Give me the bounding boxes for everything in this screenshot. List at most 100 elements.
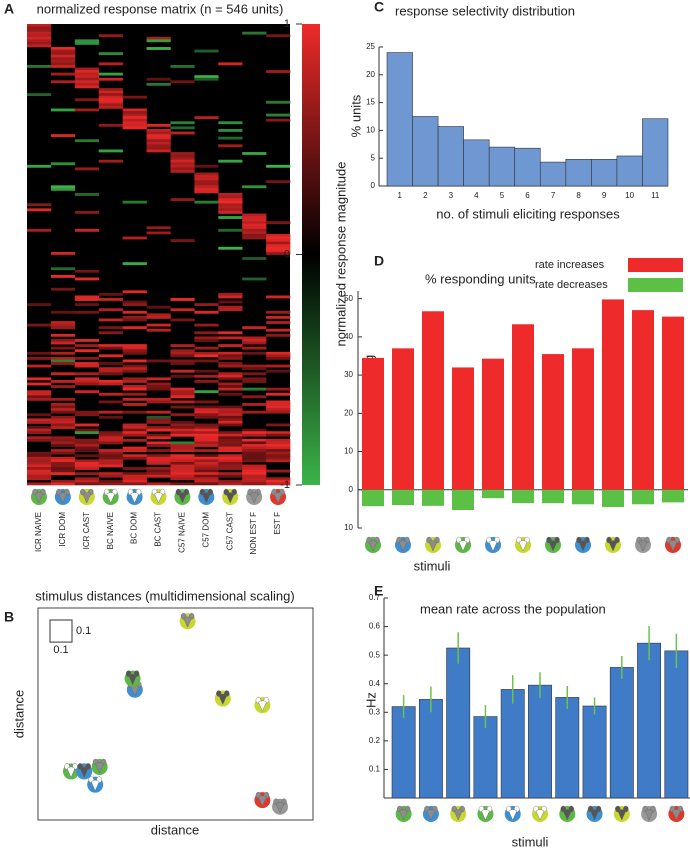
- heatmap-cell: [27, 356, 52, 360]
- heatmap-cell: [98, 52, 123, 56]
- heatmap-cell: [242, 428, 267, 432]
- heatmap-cell: [242, 213, 267, 217]
- heatmap-cell: [242, 277, 267, 281]
- heatmap-cell: [27, 459, 52, 463]
- bar: [582, 705, 607, 799]
- stimulus-icon: [575, 536, 591, 553]
- heatmap-cell: [74, 72, 100, 76]
- heatmap-cell: [170, 351, 195, 355]
- heatmap-cell: [242, 257, 267, 260]
- heatmap-cell: [122, 310, 147, 314]
- heatmap-cell: [218, 354, 243, 358]
- x-axis-label: no. of stimuli eliciting responses: [436, 206, 620, 221]
- y-tick-label: 0.3: [369, 707, 381, 716]
- heatmap-cell: [194, 182, 219, 186]
- heatmap-cell: [98, 308, 123, 312]
- heatmap-cell: [242, 216, 267, 219]
- heatmap-cell: [122, 300, 147, 304]
- heatmap-cell: [242, 464, 267, 468]
- heatmap-cell: [194, 177, 219, 181]
- heatmap-cell: [218, 362, 243, 365]
- bar: [500, 689, 525, 799]
- heatmap-cell: [98, 346, 123, 350]
- heatmap-cell: [170, 359, 195, 363]
- x-tick-label: 6: [525, 191, 530, 200]
- heatmap-cell: [194, 454, 219, 458]
- heatmap-cell: [218, 431, 243, 435]
- bar: [602, 299, 624, 490]
- y-axis-label: Hz: [363, 692, 378, 708]
- heatmap-cell: [266, 356, 291, 360]
- heatmap-cell: [98, 456, 123, 460]
- icon-face: [548, 540, 558, 552]
- heatmap-cell: [194, 379, 219, 383]
- heatmap-cell: [122, 111, 147, 114]
- colorbar-tick-label: -1: [280, 479, 290, 491]
- heatmap-cell: [74, 77, 100, 81]
- heatmap-cell: [50, 385, 76, 388]
- heatmap-cell: [74, 75, 100, 79]
- heatmap-cell: [194, 339, 219, 342]
- heatmap-cell: [218, 467, 243, 470]
- bar: [386, 52, 413, 187]
- heatmap-cell: [218, 159, 243, 163]
- heatmap-cell: [218, 203, 243, 207]
- icon-face: [58, 492, 68, 504]
- heatmap-cell: [218, 356, 243, 360]
- heatmap-cell: [146, 382, 171, 386]
- heatmap-cell: [266, 315, 291, 319]
- heatmap-cell: [218, 420, 243, 424]
- stimulus-icon: [246, 488, 263, 505]
- heatmap-cell: [27, 392, 52, 396]
- heatmap-cell: [242, 474, 267, 478]
- heatmap-cell: [27, 477, 52, 481]
- x-axis-label: distance: [151, 822, 199, 837]
- heatmap-cell: [266, 246, 291, 250]
- icon-face: [258, 795, 267, 807]
- heatmap-cell: [50, 397, 76, 401]
- heatmap-cell: [122, 116, 147, 120]
- stimulus-icon: [515, 536, 531, 553]
- heatmap-cell: [74, 277, 100, 281]
- heatmap-cell: [27, 351, 52, 355]
- heatmap-cell: [74, 431, 100, 435]
- heatmap-cell: [74, 167, 100, 171]
- x-tick-label: ICR DOM: [58, 512, 67, 547]
- x-tick-label: 1: [398, 191, 403, 200]
- heatmap-cell: [98, 103, 123, 107]
- icon-face: [202, 492, 211, 504]
- heatmap-cell: [27, 461, 52, 465]
- heatmap-cell: [50, 479, 76, 483]
- heatmap-cell: [266, 239, 291, 242]
- heatmap-cell: [242, 231, 267, 235]
- heatmap-cell: [218, 446, 243, 450]
- heatmap-cell: [98, 100, 123, 104]
- icon-face: [398, 540, 408, 552]
- heatmap-cell: [122, 344, 147, 347]
- point: [180, 613, 196, 629]
- heatmap-cell: [74, 444, 100, 447]
- heatmap-cell: [242, 339, 267, 342]
- stimulus-icon: [395, 805, 412, 822]
- heatmap-cell: [218, 193, 243, 196]
- heatmap-cell: [50, 47, 76, 50]
- heatmap-cell: [242, 185, 267, 189]
- heatmap-cell: [146, 467, 171, 470]
- heatmap-cell: [242, 364, 267, 368]
- heatmap-cell: [74, 413, 100, 417]
- heatmap-cell: [266, 164, 291, 168]
- heatmap-cell: [98, 459, 123, 463]
- heatmap-cell: [122, 303, 147, 307]
- heatmap-cell: [122, 379, 147, 383]
- heatmap-cell: [146, 328, 171, 332]
- heatmap-cell: [27, 377, 52, 381]
- heatmap-cell: [74, 454, 100, 458]
- heatmap-cell: [146, 397, 171, 401]
- heatmap-cell: [170, 64, 195, 68]
- bar: [632, 310, 654, 490]
- heatmap-cell: [50, 346, 76, 350]
- heatmap-cell: [170, 392, 195, 396]
- heatmap-cell: [122, 454, 147, 458]
- heatmap-cell: [74, 98, 100, 102]
- heatmap-cell: [218, 210, 243, 214]
